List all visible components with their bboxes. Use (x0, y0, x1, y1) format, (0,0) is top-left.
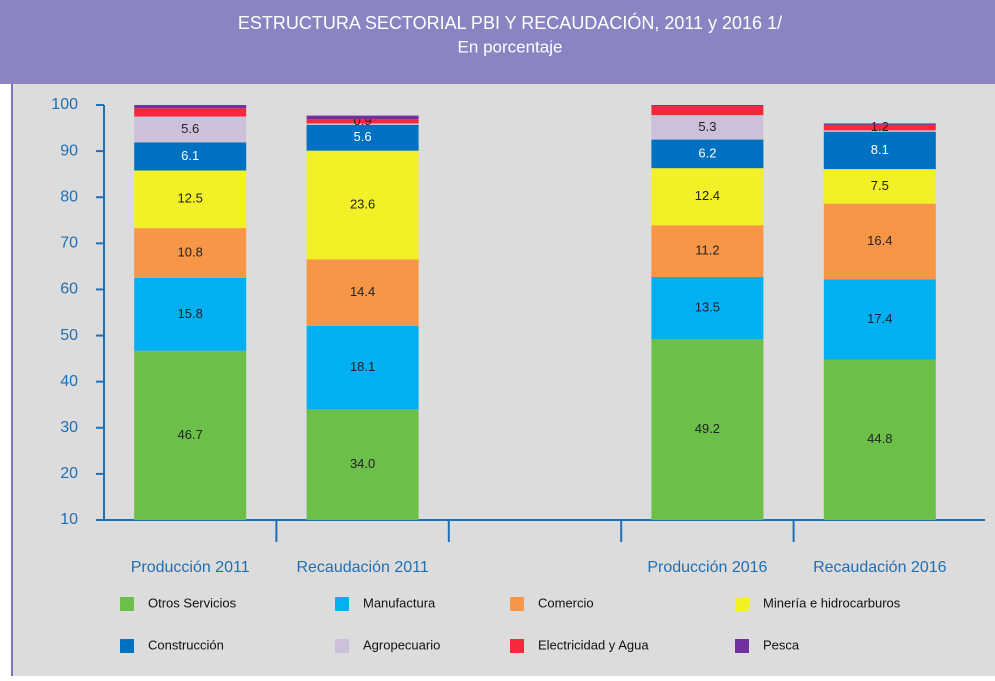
value-label: 44.8 (867, 431, 892, 446)
legend-swatch (335, 597, 349, 611)
y-tick-label: 80 (60, 188, 78, 205)
y-tick-label: 50 (60, 327, 78, 344)
bar-segment (651, 225, 764, 277)
bar-segment (651, 115, 764, 140)
header-band (0, 0, 995, 84)
bar-segment (823, 169, 936, 204)
value-label: 14.4 (350, 284, 375, 299)
bar-segment (651, 105, 764, 106)
bar-segment (306, 115, 419, 120)
legend-label: Manufactura (363, 595, 436, 610)
bar-segment (306, 409, 419, 520)
bar-segment (134, 142, 247, 171)
legend-swatch (735, 597, 749, 611)
y-tick-label: 60 (60, 281, 78, 298)
y-tick-label: 90 (60, 142, 78, 159)
value-label: 18.1 (350, 359, 375, 374)
value-label: 15.8 (178, 306, 203, 321)
legend-swatch (335, 639, 349, 653)
y-tick-label: 30 (60, 419, 78, 436)
bar-segment (823, 279, 936, 360)
legend-swatch (510, 597, 524, 611)
value-label: 8.1 (871, 142, 889, 157)
legend-label: Construcción (148, 637, 224, 652)
bar-segment (134, 105, 247, 109)
bar-segment (306, 119, 419, 124)
y-tick-label: 40 (60, 373, 78, 390)
legend-swatch (735, 639, 749, 653)
bar-segment (134, 228, 247, 278)
value-label: 0.9 (354, 113, 372, 128)
legend-swatch (120, 597, 134, 611)
value-label: 23.6 (350, 196, 375, 211)
bar-segment (823, 123, 936, 125)
value-label: 5.3 (698, 119, 716, 134)
y-tick-label: 70 (60, 235, 78, 252)
bar-segment (134, 277, 247, 351)
value-label: 6.1 (181, 148, 199, 163)
legend-label: Agropecuario (363, 637, 440, 652)
bar-segment (306, 259, 419, 326)
bar-segment (306, 123, 419, 125)
bar-segment (651, 105, 764, 116)
legend-label: Minería e hidrocarburos (763, 595, 901, 610)
legend-label: Comercio (538, 595, 594, 610)
x-tick-label: Producción 2016 (647, 559, 767, 576)
y-tick-label: 20 (60, 465, 78, 482)
value-label: 34.0 (350, 456, 375, 471)
y-tick-label: 100 (51, 96, 78, 113)
value-label: 10.8 (178, 244, 203, 259)
value-label: 12.5 (178, 191, 203, 206)
bar-segment (823, 130, 936, 132)
bar-segment (823, 359, 936, 520)
legend-label: Otros Servicios (148, 595, 237, 610)
bar-segment (823, 131, 936, 170)
value-label: 5.6 (181, 121, 199, 136)
value-label: 11.2 (695, 243, 719, 258)
legend-label: Electricidad y Agua (538, 637, 649, 652)
value-label: 1.2 (871, 119, 889, 134)
value-label: 12.4 (695, 188, 720, 203)
bar-segment (306, 124, 419, 151)
y-tick-label: 10 (60, 511, 78, 528)
legend-swatch (510, 639, 524, 653)
value-label: 13.5 (695, 300, 720, 315)
bar-segment (651, 139, 764, 169)
bar-segment (306, 325, 419, 410)
value-label: 49.2 (695, 421, 720, 436)
bar-segment (134, 116, 247, 143)
chart-title: ESTRUCTURA SECTORIAL PBI Y RECAUDACIÓN, … (238, 12, 782, 33)
value-label: 46.7 (178, 427, 203, 442)
x-tick-label: Recaudación 2011 (296, 559, 428, 576)
chart-subtitle: En porcentaje (458, 37, 563, 56)
bar-segment (306, 150, 419, 260)
bar-segment (651, 168, 764, 226)
bar-segment (823, 124, 936, 131)
bar-segment (134, 108, 247, 117)
bar-segment (134, 350, 247, 520)
value-label: 16.4 (867, 233, 892, 248)
bar-segment (134, 170, 247, 229)
legend-label: Pesca (763, 637, 800, 652)
legend-swatch (120, 639, 134, 653)
value-label: 5.6 (354, 129, 372, 144)
value-label: 7.5 (871, 178, 889, 193)
bar-segment (651, 276, 764, 340)
bar-segment (823, 203, 936, 280)
bar-segment (651, 339, 764, 520)
value-label: 17.4 (867, 311, 892, 326)
x-tick-label: Recaudación 2016 (813, 559, 947, 576)
x-tick-label: Producción 2011 (131, 559, 250, 576)
value-label: 6.2 (698, 145, 716, 160)
